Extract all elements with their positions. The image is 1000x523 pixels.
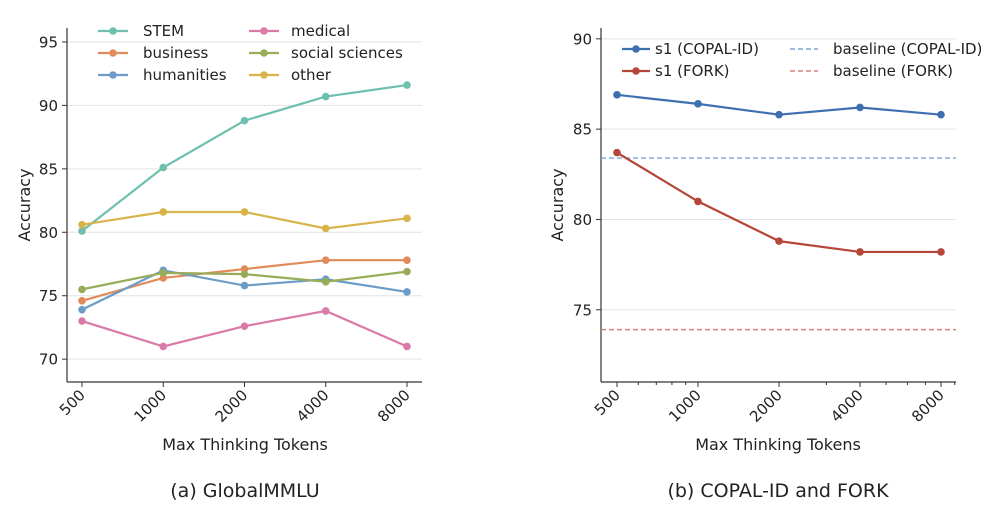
chart1-xtick-label: 2000 xyxy=(212,386,252,426)
chart1-legend-marker xyxy=(109,27,117,35)
chart2-caption: (b) COPAL-ID and FORK xyxy=(667,480,889,502)
chart1-legend-label: STEM xyxy=(143,22,184,40)
chart1-ytick-label: 90 xyxy=(39,97,58,115)
chart1-data-point xyxy=(240,116,249,125)
chart1-data-point xyxy=(159,342,168,351)
chart1-data-point xyxy=(321,277,330,286)
chart2-xlabel: Max Thinking Tokens xyxy=(695,435,861,454)
chart1-data-point xyxy=(403,288,411,296)
chart2-xtick-label: 2000 xyxy=(746,386,786,426)
chart1-data-point xyxy=(159,163,168,172)
chart2-data-point xyxy=(775,237,783,245)
chart1-legend-marker xyxy=(109,49,117,57)
chart1-xlabel: Max Thinking Tokens xyxy=(162,435,328,454)
chart2-legend-label: baseline (COPAL-ID) xyxy=(833,40,982,58)
chart1-data-point xyxy=(403,214,411,223)
chart1-data-point xyxy=(403,256,411,264)
chart2-ytick-label: 85 xyxy=(573,121,592,139)
chart1-data-point xyxy=(78,220,86,229)
chart1-xtick-label: 8000 xyxy=(374,386,414,426)
chart1-xtick-label: 1000 xyxy=(130,386,170,426)
chart1-data-point xyxy=(321,92,330,101)
chart1-legend-label: other xyxy=(291,66,332,84)
chart1-legend-label: humanities xyxy=(143,66,227,84)
chart2-data-point xyxy=(856,103,864,112)
chart2-data-point xyxy=(856,248,864,256)
chart1-data-point xyxy=(403,267,411,276)
chart2-legend-marker xyxy=(632,45,640,53)
chart1-data-point xyxy=(321,256,330,264)
chart2-data-point xyxy=(613,91,621,99)
chart1-legend-marker xyxy=(260,27,268,35)
chart1-data-point xyxy=(159,269,168,277)
chart2-xtick-label: 500 xyxy=(591,386,624,419)
chart2-legend-label: s1 (FORK) xyxy=(655,62,730,80)
chart1-data-point xyxy=(240,322,249,330)
chart2-data-point xyxy=(694,197,702,206)
chart1-xtick-label: 500 xyxy=(56,386,89,419)
chart1-data-point xyxy=(321,307,330,315)
chart2-xtick-label: 8000 xyxy=(908,386,948,426)
chart2-data-point xyxy=(937,248,945,256)
chart2-ytick-label: 90 xyxy=(573,30,592,48)
chart1-ytick-label: 70 xyxy=(39,351,58,369)
chart2-data-point xyxy=(694,100,702,108)
chart2-xtick-label: 1000 xyxy=(665,386,705,426)
chart2-legend-label: baseline (FORK) xyxy=(833,62,953,80)
chart1-ytick-label: 80 xyxy=(39,224,58,242)
chart1-ytick-label: 75 xyxy=(39,287,58,305)
chart1-legend-marker xyxy=(109,71,117,79)
chart2-xtick-label: 4000 xyxy=(827,386,867,426)
chart1-xtick-label: 4000 xyxy=(293,386,333,426)
chart2-ytick-label: 75 xyxy=(573,301,592,319)
chart1-data-point xyxy=(78,227,86,235)
chart2-legend-label: s1 (COPAL-ID) xyxy=(655,40,759,58)
chart2-series-line-s1-fork- xyxy=(616,151,941,254)
chart1-legend-marker xyxy=(260,71,268,79)
chart1-data-point xyxy=(159,208,168,216)
chart2-data-point xyxy=(937,110,945,119)
chart1-data-point xyxy=(403,342,411,351)
chart1-legend-label: business xyxy=(143,44,209,62)
chart2-ylabel: Accuracy xyxy=(548,168,567,241)
chart1-ytick-label: 95 xyxy=(39,33,58,51)
chart1-legend-label: social sciences xyxy=(291,44,403,62)
chart2-ytick-label: 80 xyxy=(573,211,592,229)
chart1-legend-label: medical xyxy=(291,22,350,40)
chart1-data-point xyxy=(403,81,411,89)
chart1-data-point xyxy=(321,224,330,233)
chart1-caption: (a) GlobalMMLU xyxy=(170,480,319,502)
chart1-data-point xyxy=(78,296,86,305)
chart1-data-point xyxy=(78,305,86,314)
chart1-data-point xyxy=(78,317,86,325)
chart1-ylabel: Accuracy xyxy=(15,168,34,241)
chart1-data-point xyxy=(240,208,249,216)
chart1-data-point xyxy=(78,285,86,294)
chart1-data-point xyxy=(240,270,249,278)
chart1-legend-marker xyxy=(260,49,268,57)
chart2-data-point xyxy=(775,110,783,119)
chart1-data-point xyxy=(240,281,249,290)
chart2-data-point xyxy=(613,148,621,157)
chart1-ytick-label: 85 xyxy=(39,160,58,178)
chart2-legend-marker xyxy=(632,67,640,75)
